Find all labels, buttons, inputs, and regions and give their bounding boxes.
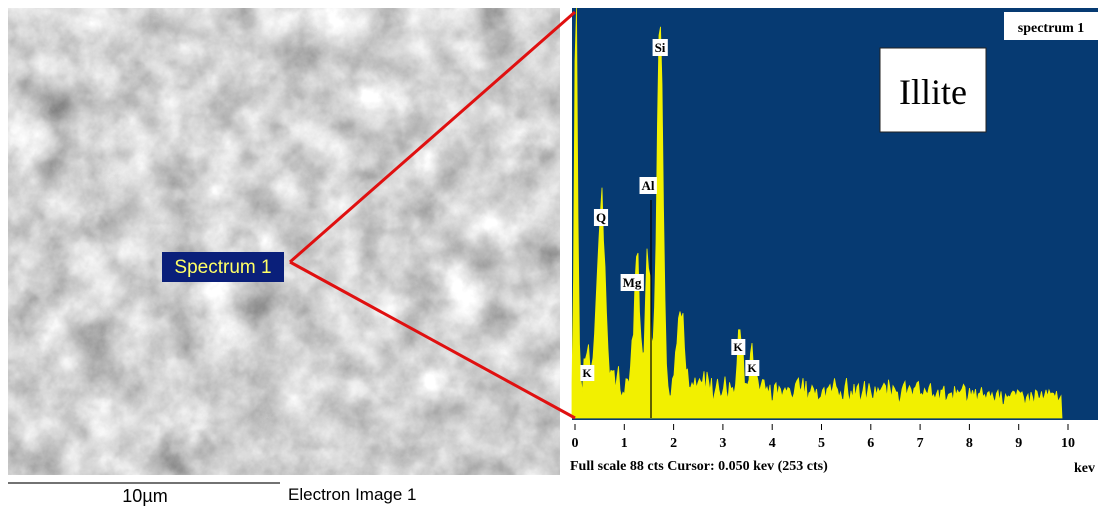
- x-tick-label: 8: [966, 436, 973, 451]
- spectrum-marker-label: Spectrum 1: [174, 257, 271, 278]
- spectrum-footer: Full scale 88 cts Cursor: 0.050 kev (253…: [570, 459, 828, 474]
- peak-label: Q: [596, 210, 606, 225]
- x-tick-label: 2: [670, 436, 677, 451]
- x-tick-label: 5: [818, 436, 825, 451]
- spectrum-marker-box: [162, 252, 284, 282]
- x-tick-label: 4: [769, 436, 776, 451]
- sem-image: [8, 8, 560, 475]
- peak-label: Al: [642, 178, 655, 193]
- peak-label-box: [731, 339, 746, 355]
- spectrum-title: spectrum 1: [1018, 21, 1085, 36]
- x-tick-label: 10: [1061, 436, 1075, 451]
- x-tick-label: 9: [1015, 436, 1022, 451]
- peak-label-box: [593, 209, 609, 226]
- x-tick-label: 6: [867, 436, 874, 451]
- mineral-label: Illite: [899, 72, 967, 112]
- connector-line: [289, 260, 576, 420]
- x-tick-label: 3: [719, 436, 726, 451]
- peak-label-box: [639, 177, 657, 194]
- peak-label-box: [580, 365, 595, 381]
- image-caption: Electron Image 1: [288, 485, 417, 504]
- peak-label: Mg: [623, 275, 642, 290]
- peak-label: K: [733, 340, 743, 354]
- spectrum-trace: [571, 7, 1063, 419]
- spectrum-title-box: [1004, 12, 1098, 40]
- x-tick-label: 0: [572, 436, 579, 451]
- peak-label-box: [745, 360, 760, 376]
- peak-label-box: [652, 39, 668, 56]
- mineral-box: [879, 47, 987, 133]
- peak-label: K: [747, 361, 757, 375]
- peak-label-box: [620, 274, 644, 291]
- scale-bar-label: 10µm: [122, 486, 167, 506]
- connector-line: [289, 10, 576, 264]
- x-tick-label: 1: [621, 436, 628, 451]
- x-unit: kev: [1074, 461, 1095, 476]
- x-tick-label: 7: [917, 436, 924, 451]
- peak-label: K: [582, 366, 592, 380]
- peak-label: Si: [655, 40, 666, 55]
